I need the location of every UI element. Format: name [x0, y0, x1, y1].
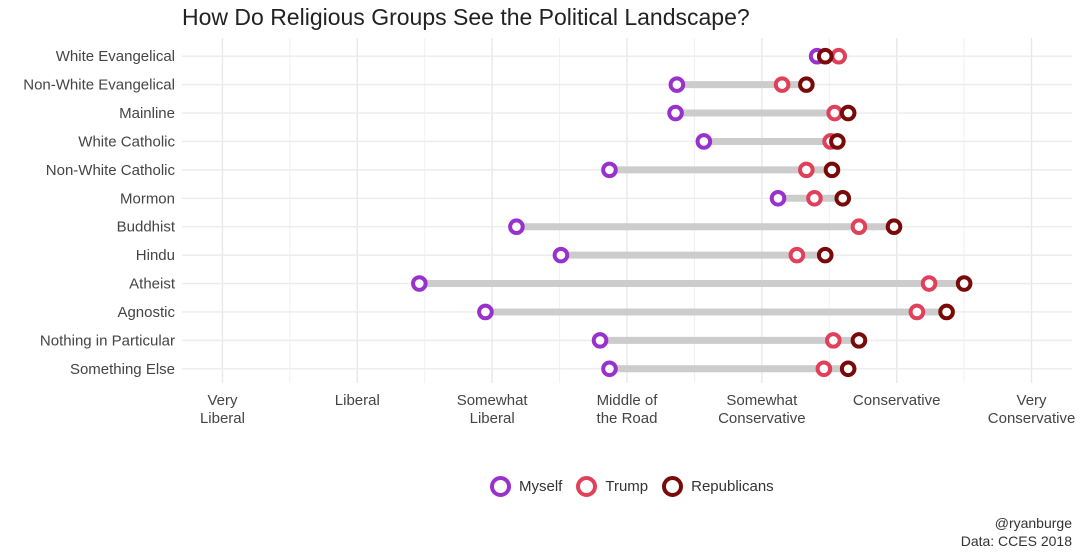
x-tick-label: Conservative: [718, 410, 806, 427]
point-republicans: [829, 133, 846, 150]
legend: Myself Trump Republicans: [490, 476, 774, 497]
point-republicans: [839, 360, 857, 378]
point-republicans: [834, 189, 852, 207]
point-trump: [773, 76, 791, 93]
point-republicans: [816, 47, 834, 65]
point-layer: [411, 47, 973, 378]
y-tick-label: White Evangelical: [56, 48, 175, 65]
point-trump: [806, 189, 823, 207]
caption: @ryanburge Data: CCES 2018: [961, 514, 1072, 550]
x-tick-label: Somewhat: [726, 392, 798, 409]
point-myself: [591, 332, 609, 349]
point-myself: [411, 275, 428, 292]
point-trump: [825, 332, 842, 349]
y-tick-label: Agnostic: [117, 304, 175, 321]
x-tick-label: Liberal: [200, 410, 245, 427]
y-tick-label: Mormon: [120, 190, 175, 207]
point-republicans: [798, 76, 815, 93]
point-myself: [601, 360, 618, 378]
x-tick-label: Very: [1017, 392, 1048, 409]
point-republicans: [823, 161, 841, 179]
legend-swatch-trump: [576, 476, 598, 497]
point-myself: [695, 133, 713, 150]
caption-source: Data: CCES 2018: [960, 533, 1072, 549]
y-tick-label: Atheist: [129, 276, 176, 293]
point-republicans: [816, 246, 834, 264]
point-myself: [769, 189, 787, 207]
y-tick-label: Mainline: [119, 105, 175, 122]
x-tick-label: Conservative: [988, 410, 1076, 427]
y-tick-label: Buddhist: [117, 219, 176, 236]
legend-swatch-myself: [490, 476, 511, 497]
point-trump: [908, 303, 926, 321]
y-axis-labels: White Evangelical Non-White Evangelical Ma…: [23, 48, 176, 378]
point-trump: [788, 246, 806, 264]
x-tick-label: Liberal: [335, 392, 380, 409]
point-trump: [850, 218, 868, 236]
point-trump: [815, 360, 833, 378]
point-republicans: [938, 303, 955, 321]
point-myself: [601, 161, 618, 179]
point-myself: [477, 303, 494, 321]
x-tick-label: Somewhat: [457, 392, 529, 409]
point-republicans: [850, 332, 868, 349]
legend-item-republicans: Republicans: [662, 476, 774, 497]
point-republicans: [839, 104, 857, 122]
point-myself: [552, 246, 570, 264]
x-tick-label: the Road: [597, 410, 658, 427]
y-tick-label: Hindu: [136, 247, 175, 264]
point-myself: [508, 218, 525, 236]
point-trump: [798, 161, 815, 179]
legend-item-myself: Myself: [490, 476, 562, 497]
x-tick-label: Very: [207, 392, 238, 409]
x-tick-label: Middle of: [597, 392, 659, 409]
point-myself: [667, 104, 684, 122]
segment-layer: [419, 52, 965, 373]
legend-label-myself: Myself: [519, 478, 563, 495]
y-tick-label: Nothing in Particular: [40, 332, 175, 349]
point-trump: [830, 47, 848, 65]
legend-item-trump: Trump: [576, 476, 648, 497]
y-tick-label: Non-White Catholic: [46, 162, 176, 179]
point-trump: [920, 275, 938, 292]
x-tick-label: Liberal: [470, 410, 515, 427]
chart-title: How Do Religious Groups See the Politica…: [182, 4, 750, 30]
grid-layer: [182, 38, 1072, 383]
caption-author: @ryanburge: [994, 515, 1072, 531]
y-tick-label: Something Else: [70, 361, 175, 378]
point-myself: [668, 76, 686, 93]
y-tick-label: Non-White Evangelical: [23, 77, 175, 94]
point-republicans: [955, 275, 973, 292]
x-tick-label: Conservative: [853, 392, 941, 409]
legend-label-republicans: Republicans: [691, 478, 774, 495]
legend-label-trump: Trump: [605, 478, 649, 495]
y-tick-label: White Catholic: [78, 133, 175, 150]
legend-swatch-republicans: [662, 476, 684, 497]
point-trump: [826, 104, 843, 122]
point-republicans: [885, 218, 903, 236]
